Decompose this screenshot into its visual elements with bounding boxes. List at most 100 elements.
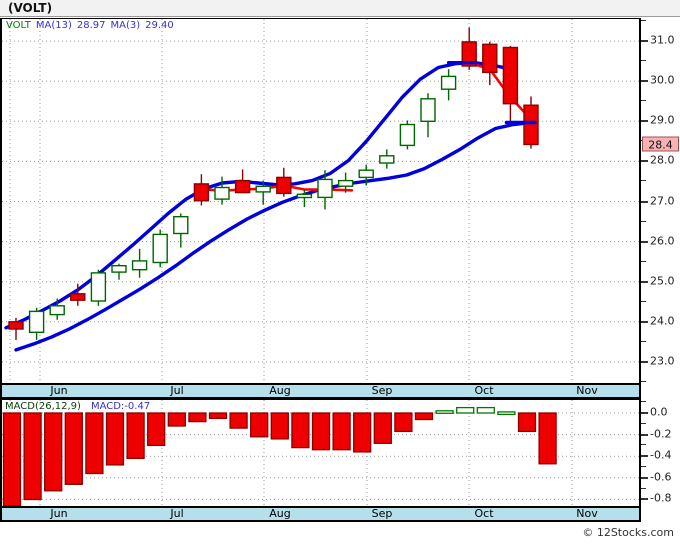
macd-tick-minor (641, 487, 646, 489)
macd-bar-3 (64, 412, 83, 485)
price-tick-mark-29.0 (641, 120, 648, 123)
month-label-jul-price: Jul (170, 384, 184, 397)
candle-body-6 (131, 260, 148, 271)
candle-body-25 (523, 104, 539, 146)
month-label-aug-price: Aug (269, 384, 291, 397)
macd-bar-15 (311, 412, 331, 451)
macd-tick-label--0.8: -0.8 (650, 491, 672, 505)
price-tick-mark-24.0 (641, 320, 648, 323)
macd-bar-21 (435, 410, 454, 414)
month-label-jul-macd: Jul (170, 507, 184, 520)
candle-body-8 (173, 215, 189, 235)
macd-bar-20 (414, 412, 434, 421)
candle-10 (214, 176, 230, 205)
macd-bar-7 (147, 412, 166, 447)
ma13-line-lower (14, 120, 533, 352)
footer: © 12Stocks.com (0, 524, 680, 546)
price-tick-label-24.0: 24.0 (650, 314, 675, 328)
macd-bar-13 (270, 412, 289, 440)
candle-body-0 (8, 321, 24, 330)
price-tick-mark-28.0 (641, 160, 648, 163)
candle-18 (379, 149, 395, 169)
candle-15 (317, 170, 333, 210)
candle-2 (49, 298, 65, 320)
macd-bar-6 (126, 412, 145, 460)
candle-8 (173, 213, 189, 248)
candle-7 (152, 229, 168, 268)
macd-tick-minor (641, 444, 646, 446)
price-tick-minor (641, 60, 646, 62)
price-panel: VOLT MA(13) 28.97 MA(3) 29.40 (0, 18, 680, 383)
month-label-oct-macd: Oct (474, 507, 494, 520)
macd-bar-10 (208, 412, 228, 420)
month-label-aug-macd: Aug (269, 507, 291, 520)
price-tick-minor (641, 220, 646, 222)
macd-tick-minor (641, 422, 646, 424)
candle-body-2 (49, 305, 65, 316)
macd-bar-11 (229, 412, 248, 429)
candle-body-18 (379, 155, 395, 164)
candle-0 (8, 317, 24, 340)
price-tick-label-27.0: 27.0 (650, 194, 675, 207)
macd-bar-5 (105, 412, 125, 466)
candle-5 (111, 263, 127, 280)
price-tick-label-28.0: 28.0 (650, 153, 675, 167)
candle-12 (255, 180, 271, 205)
title-bar: (VOLT) (0, 0, 680, 17)
candle-11 (234, 169, 251, 194)
macd-axis: 0.0 -0.2 -0.4 -0.6 -0.8 (641, 399, 680, 506)
macd-bar-8 (167, 412, 186, 427)
candle-body-1 (28, 310, 45, 333)
copyright-text: © 12Stocks.com (582, 526, 674, 539)
price-plot-area[interactable]: VOLT MA(13) 28.97 MA(3) 29.40 (0, 18, 641, 383)
macd-bar-18 (373, 412, 392, 444)
macd-tick-mark--0.2 (641, 433, 648, 436)
page-title: (VOLT) (8, 1, 53, 15)
price-tick-mark-23.0 (641, 360, 648, 363)
month-label-jun-macd: Jun (50, 507, 68, 520)
candle-body-15 (317, 178, 333, 199)
price-tick-minor (641, 20, 646, 21)
macd-tick-label--0.6: -0.6 (650, 470, 672, 484)
macd-tick-minor (641, 466, 646, 467)
candle-body-10 (214, 186, 230, 200)
candle-body-19 (399, 123, 416, 147)
candle-17 (358, 164, 374, 186)
candle-9 (193, 174, 210, 206)
price-tick-mark-30.0 (641, 80, 648, 83)
price-tick-minor (641, 300, 646, 302)
candle-body-3 (70, 293, 86, 301)
macd-panel: MACD(26,12,9) MACD:-0.47 (0, 399, 680, 506)
candle-23 (482, 41, 498, 86)
macd-bar-26 (538, 412, 557, 465)
macd-bar-2 (44, 412, 63, 492)
price-tick-mark-26.0 (641, 240, 648, 243)
month-label-sep-macd: Sep (371, 507, 393, 520)
candle-22 (461, 27, 477, 70)
price-tick-label-29.0: 29.0 (650, 113, 675, 127)
candle-body-16 (337, 179, 354, 187)
macd-bar-23 (476, 406, 495, 414)
macd-plot-area[interactable]: MACD(26,12,9) MACD:-0.47 (0, 399, 641, 506)
macd-bar-22 (456, 406, 475, 414)
last-price-value: 28.4 (648, 138, 673, 152)
candle-body-4 (90, 272, 107, 302)
price-chart-svg (2, 19, 639, 383)
macd-bar-4 (85, 412, 104, 475)
candle-14 (296, 189, 313, 208)
price-tick-label-25.0: 25.0 (650, 274, 675, 288)
macd-bar-19 (394, 412, 413, 433)
candle-body-20 (420, 98, 436, 123)
macd-bar-12 (250, 412, 269, 438)
macd-tick-mark--0.4 (641, 455, 648, 458)
month-label-jun-price: Jun (50, 384, 68, 397)
price-tick-minor (641, 260, 646, 262)
price-tick-label-23.0: 23.0 (650, 354, 675, 368)
macd-chart-svg (2, 400, 639, 506)
candle-body-12 (255, 185, 271, 193)
price-tick-minor (641, 100, 646, 102)
macd-bar-24 (497, 411, 516, 416)
candle-3 (70, 283, 86, 306)
month-label-nov-price: Nov (576, 384, 598, 397)
